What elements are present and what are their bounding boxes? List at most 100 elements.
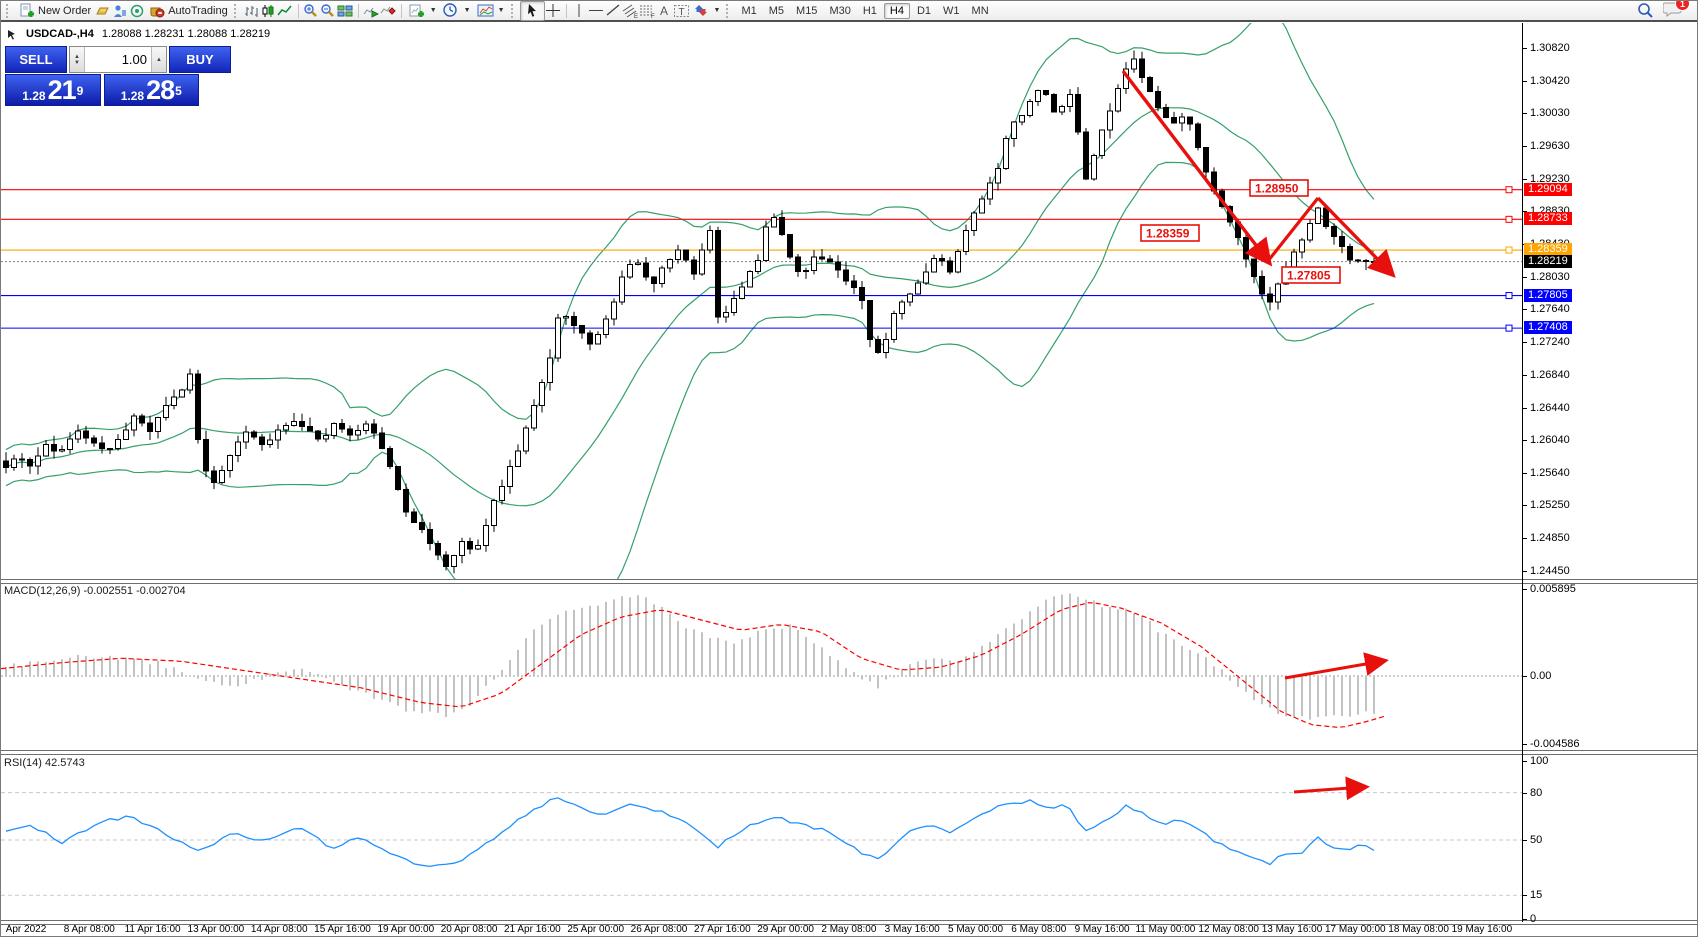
volume-control: ▲▼ ▲ (69, 46, 167, 73)
signal-icon[interactable] (128, 3, 145, 19)
rsi-indicator-label: RSI(14) 42.5743 (4, 757, 85, 769)
macd-axis-tick: 0.00 (1530, 670, 1552, 682)
text-tool-icon[interactable]: A (656, 3, 673, 19)
buy-price-prefix: 1.28 (120, 89, 145, 103)
tile-windows-icon[interactable] (337, 3, 354, 19)
horizontal-line-tool-icon[interactable] (588, 3, 605, 19)
tab-timeframe-w1[interactable]: W1 (943, 4, 960, 17)
buy-price-quote[interactable]: 1.28 28 5 (103, 74, 199, 106)
tab-timeframe-mn[interactable]: MN (971, 4, 989, 17)
time-axis-label: 2 May 08:00 (821, 924, 877, 935)
new-chart-button[interactable]: ▼ (406, 2, 440, 20)
time-axis-label: 20 Apr 08:00 (440, 924, 498, 935)
tab-timeframe-m1[interactable]: M1 (741, 4, 757, 17)
rsi-axis-tick: 50 (1530, 834, 1543, 846)
gold-symbols-icon[interactable] (94, 3, 111, 19)
time-axis-label: 3 May 16:00 (884, 924, 940, 935)
toolbar-right-group: 1 (1636, 1, 1697, 20)
toolbar-separator (297, 3, 299, 18)
tab-timeframe-m30[interactable]: M30 (829, 4, 851, 17)
sell-price-quote[interactable]: 1.28 21 9 (5, 74, 101, 106)
bar-chart-type-icon[interactable] (243, 3, 260, 19)
tab-timeframe-d1[interactable]: D1 (916, 4, 932, 17)
autotrading-label: AutoTrading (168, 4, 228, 17)
candlestick-type-icon[interactable] (260, 3, 277, 19)
arrows-tool-icon (693, 3, 710, 19)
svg-text:1.28950: 1.28950 (1255, 182, 1299, 196)
rsi-pane[interactable] (1, 754, 1522, 920)
new-chart-icon (409, 3, 426, 19)
sell-button[interactable]: SELL (5, 46, 67, 73)
crosshair-tool-icon[interactable] (545, 3, 562, 19)
tab-timeframe-h1[interactable]: H1 (862, 4, 877, 17)
volume-spinner-right[interactable]: ▲ (151, 47, 166, 72)
client-terminal-icon[interactable] (111, 3, 128, 19)
arrows-tool-button[interactable]: ▼ (690, 2, 724, 20)
price-axis-tick: 1.26840 (1530, 368, 1570, 381)
dropdown-arrow-icon: ▼ (497, 7, 505, 14)
price-axis-tick: 1.30420 (1530, 74, 1570, 87)
price-axis[interactable]: 1.308201.304201.300301.296301.292301.288… (1522, 23, 1697, 925)
time-axis-label: 15 Apr 16:00 (314, 924, 371, 935)
period-button[interactable]: ▼ (440, 2, 474, 20)
pane-separator[interactable] (1, 579, 1697, 584)
autotrading-button[interactable]: AutoTrading (145, 2, 231, 20)
notifications-button[interactable]: 1 (1662, 1, 1690, 20)
price-axis-tick: 1.25640 (1530, 467, 1570, 480)
new-order-icon (18, 3, 35, 19)
cursor-tool-button[interactable] (519, 1, 545, 21)
text-label-tool-icon[interactable]: T (673, 3, 690, 19)
pane-separator[interactable] (1, 750, 1697, 755)
time-axis-label: 13 May 16:00 (1261, 924, 1323, 935)
new-order-label: New Order (38, 4, 92, 17)
svg-text:T: T (678, 7, 684, 18)
time-axis-label: 26 Apr 08:00 (630, 924, 688, 935)
zoom-out-icon[interactable] (320, 3, 337, 19)
sell-price-main: 21 (47, 75, 77, 105)
time-axis-label: 18 May 08:00 (1388, 924, 1449, 935)
line-chart-type-icon[interactable] (277, 3, 294, 19)
vertical-line-tool-icon[interactable] (571, 3, 588, 19)
auto-scroll-icon[interactable] (363, 3, 380, 19)
fibonacci-tool-icon[interactable]: F (639, 3, 656, 19)
price-axis-tick: 1.24450 (1530, 564, 1570, 577)
trendline-tool-icon[interactable] (605, 3, 622, 19)
volume-input[interactable] (85, 47, 151, 72)
tab-timeframe-m5[interactable]: M5 (768, 4, 785, 17)
tab-timeframe-m15[interactable]: M15 (796, 4, 818, 17)
clock-icon (443, 3, 460, 19)
chart-pointer-icon (8, 29, 15, 40)
price-axis-tick: 1.24850 (1530, 532, 1570, 545)
price-line-tag: 1.27805 (1524, 288, 1572, 302)
toolbar-grip[interactable] (6, 3, 11, 18)
time-axis-label: 11 Apr 16:00 (124, 924, 181, 935)
time-axis-label: 14 Apr 08:00 (250, 924, 308, 935)
dropdown-arrow-icon: ▼ (713, 7, 721, 14)
zoom-in-icon[interactable] (303, 3, 320, 19)
chart-shift-icon[interactable] (380, 3, 397, 19)
price-line-tag: 1.27408 (1524, 321, 1572, 335)
new-order-button[interactable]: New Order (15, 2, 94, 20)
volume-spinner-left[interactable]: ▲ ▼ (70, 47, 85, 72)
price-pane[interactable]: 1.28950 1.28359 1.27805 (1, 23, 1522, 579)
svg-text:1.27805: 1.27805 (1287, 269, 1331, 283)
time-axis-label: 17 May 00:00 (1324, 924, 1386, 935)
toolbar-separator (400, 3, 402, 18)
svg-text:F: F (651, 14, 655, 19)
search-icon[interactable] (1636, 3, 1653, 19)
chart-symbol-period: USDCAD-,H4 (26, 28, 94, 40)
price-axis-tick: 1.25250 (1530, 499, 1570, 512)
time-axis-label: 27 Apr 16:00 (693, 924, 751, 935)
toolbar-grip[interactable] (726, 3, 731, 18)
price-axis-tick: 1.30030 (1530, 106, 1570, 119)
time-axis[interactable]: Apr 2022 8 Apr 08:00 11 Apr 16:00 13 Apr 00… (1, 924, 1522, 936)
toolbar-grip[interactable] (233, 3, 239, 18)
buy-button[interactable]: BUY (169, 46, 231, 73)
time-axis-label: 12 May 08:00 (1198, 924, 1259, 935)
tab-timeframe-h4[interactable]: H4 (883, 2, 910, 19)
equidistant-channel-tool-icon[interactable]: E (622, 3, 639, 19)
time-axis-label: 9 May 16:00 (1074, 924, 1130, 935)
macd-pane[interactable] (1, 583, 1522, 750)
indicators-button[interactable]: ▼ (474, 2, 508, 20)
toolbar-grip[interactable] (510, 3, 516, 18)
